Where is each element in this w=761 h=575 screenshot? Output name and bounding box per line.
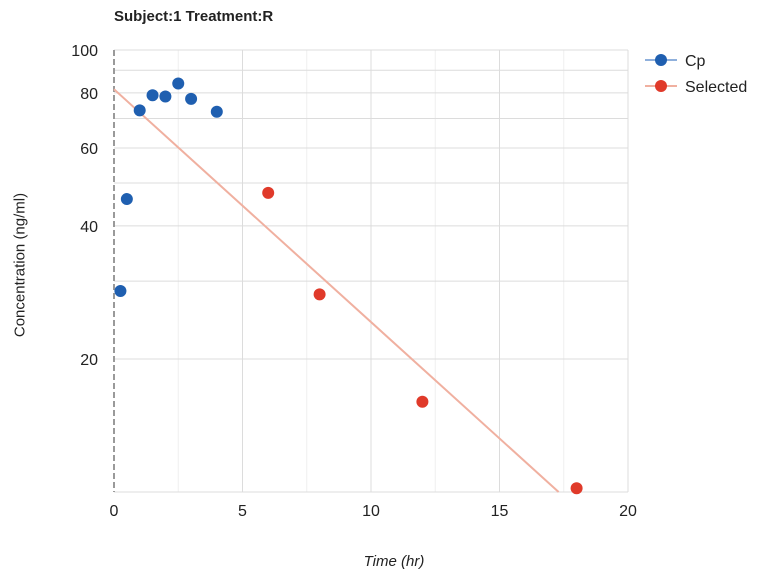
y-tick-label: 80 (80, 86, 98, 103)
cp-point (210, 105, 223, 118)
x-tick-label: 15 (491, 503, 509, 520)
cp-point (146, 89, 159, 102)
legend-label: Cp (685, 53, 706, 70)
regression-line (113, 88, 560, 493)
cp-point (159, 90, 172, 103)
y-tick-label: 20 (80, 352, 98, 369)
selected-point (416, 395, 429, 408)
selected-point (313, 288, 326, 301)
x-tick-label: 20 (619, 503, 637, 520)
legend-marker (655, 54, 667, 66)
y-tick-label: 40 (80, 219, 98, 236)
legend-marker (655, 80, 667, 92)
cp-point (114, 284, 127, 297)
x-tick-label: 0 (110, 503, 119, 520)
chart-title: Subject:1 Treatment:R (114, 8, 274, 25)
selected-point (570, 482, 583, 495)
legend-label: Selected (685, 79, 747, 96)
y-tick-label: 60 (80, 141, 98, 158)
cp-point (120, 193, 133, 206)
x-tick-label: 5 (238, 503, 247, 520)
cp-point (185, 92, 198, 105)
x-tick-label: 10 (362, 503, 380, 520)
x-axis-label: Time (hr) (363, 553, 425, 570)
y-tick-label: 100 (71, 43, 98, 60)
selected-point (262, 186, 275, 199)
cp-point (133, 104, 146, 117)
cp-point (172, 77, 185, 90)
